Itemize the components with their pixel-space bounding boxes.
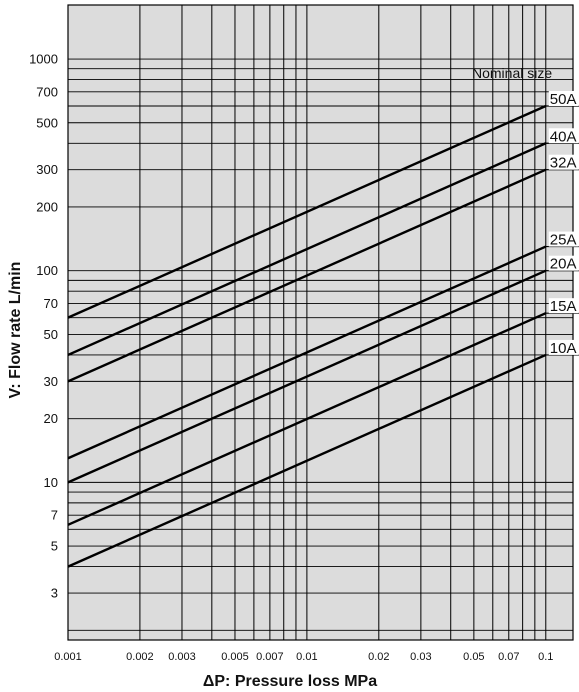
series-line-20a xyxy=(67,269,547,484)
x-tick-label: 0.001 xyxy=(54,651,82,663)
x-tick-label: 0.003 xyxy=(168,651,196,663)
series-label-bg xyxy=(548,90,579,106)
y-axis-title: V: Flow rate L/min xyxy=(7,262,24,399)
series-line-32a xyxy=(67,168,547,383)
plot-frame xyxy=(67,4,574,641)
y-tick-label: 50 xyxy=(44,327,58,342)
series-label-10a: 10A xyxy=(550,340,577,357)
x-tick-label: 0.03 xyxy=(410,651,431,663)
y-tick-label: 70 xyxy=(44,296,58,311)
y-tick-label: 3 xyxy=(51,586,58,601)
y-tick-label: 5 xyxy=(51,539,58,554)
series-label-40a: 40A xyxy=(550,128,577,145)
y-tick-label: 7 xyxy=(51,508,58,523)
series-line-25a xyxy=(67,245,547,460)
y-tick-label: 300 xyxy=(36,162,58,177)
series-label-25a: 25A xyxy=(550,232,577,249)
series-labels: 50A 40A 32A 25A 20A 15A 10A xyxy=(545,90,579,357)
series-label-32a: 32A xyxy=(550,155,577,172)
x-tick-label: 0.02 xyxy=(368,651,389,663)
x-tick-label: 0.1 xyxy=(538,651,553,663)
y-tick-labels: 3 5 7 10 20 30 50 70 100 200 300 500 700 1000 xyxy=(29,52,58,601)
series-label-bg xyxy=(548,255,579,271)
series-line-15a xyxy=(67,312,547,526)
plot-area xyxy=(68,5,573,640)
grid xyxy=(67,5,573,640)
series-label-50a: 50A xyxy=(550,91,577,108)
series-line-40a xyxy=(67,142,547,357)
series-label-bg xyxy=(548,154,579,170)
y-tick-label: 30 xyxy=(44,374,58,389)
x-tick-label: 0.002 xyxy=(126,651,154,663)
y-tick-label: 100 xyxy=(36,263,58,278)
series-label-20a: 20A xyxy=(550,256,577,273)
series-line-50a xyxy=(67,104,547,319)
x-axis-title: ΔP: Pressure loss MPa xyxy=(203,673,377,690)
legend-title: Nominal size xyxy=(472,65,552,81)
series-label-bg xyxy=(548,128,579,144)
y-tick-label: 700 xyxy=(36,84,58,99)
x-tick-label: 0.007 xyxy=(256,651,284,663)
series-line-10a xyxy=(67,353,547,568)
x-tick-labels: 0.001 0.002 0.003 0.005 0.007 0.01 0.02 0.03 0.0… xyxy=(54,651,553,663)
x-tick-label: 0.05 xyxy=(463,651,484,663)
series-label-bg xyxy=(548,339,579,355)
series-label-bg xyxy=(548,231,579,247)
x-tick-label: 0.005 xyxy=(221,651,249,663)
series-lines xyxy=(67,104,547,568)
y-tick-label: 1000 xyxy=(29,52,58,67)
series-label-bg xyxy=(548,298,579,314)
series-label-15a: 15A xyxy=(550,298,577,315)
y-tick-label: 10 xyxy=(44,475,58,490)
y-tick-label: 500 xyxy=(36,115,58,130)
y-tick-label: 20 xyxy=(44,411,58,426)
x-tick-label: 0.01 xyxy=(296,651,317,663)
y-tick-label: 200 xyxy=(36,199,58,214)
x-tick-label: 0.07 xyxy=(498,651,519,663)
